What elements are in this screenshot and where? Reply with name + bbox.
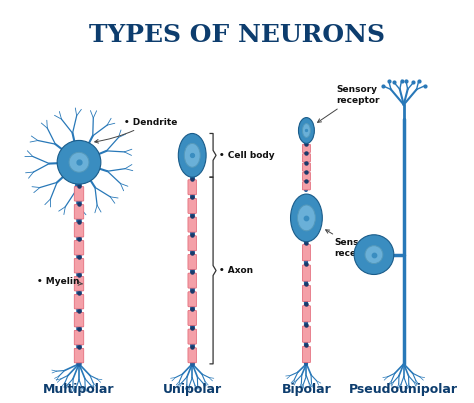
FancyBboxPatch shape bbox=[74, 348, 84, 363]
FancyBboxPatch shape bbox=[74, 276, 84, 291]
Ellipse shape bbox=[302, 124, 310, 137]
Text: • Dendrite: • Dendrite bbox=[95, 118, 177, 143]
FancyBboxPatch shape bbox=[302, 154, 310, 162]
FancyBboxPatch shape bbox=[188, 198, 197, 214]
FancyBboxPatch shape bbox=[74, 295, 84, 309]
FancyBboxPatch shape bbox=[74, 330, 84, 345]
FancyBboxPatch shape bbox=[188, 217, 197, 232]
FancyBboxPatch shape bbox=[302, 163, 310, 171]
FancyBboxPatch shape bbox=[188, 310, 197, 326]
FancyBboxPatch shape bbox=[188, 254, 197, 270]
Ellipse shape bbox=[291, 194, 322, 242]
FancyBboxPatch shape bbox=[188, 329, 197, 344]
Circle shape bbox=[354, 235, 394, 274]
FancyBboxPatch shape bbox=[302, 245, 310, 261]
Ellipse shape bbox=[184, 143, 200, 167]
FancyBboxPatch shape bbox=[74, 312, 84, 327]
FancyBboxPatch shape bbox=[302, 172, 310, 181]
Text: Sensory
receptor: Sensory receptor bbox=[318, 85, 380, 123]
Text: Unipolar: Unipolar bbox=[163, 383, 222, 396]
FancyBboxPatch shape bbox=[188, 180, 197, 195]
FancyBboxPatch shape bbox=[188, 236, 197, 251]
Text: Pseudounipolar: Pseudounipolar bbox=[349, 383, 458, 396]
FancyBboxPatch shape bbox=[74, 187, 84, 201]
Text: Sensory
receptor: Sensory receptor bbox=[326, 230, 378, 258]
FancyBboxPatch shape bbox=[74, 241, 84, 255]
Circle shape bbox=[365, 246, 383, 264]
Ellipse shape bbox=[178, 133, 206, 177]
FancyBboxPatch shape bbox=[302, 182, 310, 190]
Circle shape bbox=[57, 140, 101, 184]
FancyBboxPatch shape bbox=[74, 222, 84, 237]
Text: • Axon: • Axon bbox=[219, 266, 253, 275]
FancyBboxPatch shape bbox=[302, 144, 310, 153]
Text: TYPES OF NEURONS: TYPES OF NEURONS bbox=[89, 23, 385, 47]
Text: Multipolar: Multipolar bbox=[43, 383, 115, 396]
FancyBboxPatch shape bbox=[302, 265, 310, 281]
FancyBboxPatch shape bbox=[74, 205, 84, 219]
Text: • Myelin: • Myelin bbox=[37, 277, 82, 286]
Text: Bipolar: Bipolar bbox=[282, 383, 331, 396]
Ellipse shape bbox=[299, 118, 314, 143]
FancyBboxPatch shape bbox=[302, 326, 310, 342]
FancyBboxPatch shape bbox=[302, 305, 310, 322]
Ellipse shape bbox=[298, 205, 315, 231]
FancyBboxPatch shape bbox=[302, 285, 310, 301]
FancyBboxPatch shape bbox=[188, 292, 197, 307]
FancyBboxPatch shape bbox=[188, 273, 197, 288]
FancyBboxPatch shape bbox=[302, 347, 310, 363]
FancyBboxPatch shape bbox=[188, 348, 197, 363]
Text: • Cell body: • Cell body bbox=[219, 151, 274, 160]
Circle shape bbox=[69, 152, 89, 172]
FancyBboxPatch shape bbox=[74, 258, 84, 273]
